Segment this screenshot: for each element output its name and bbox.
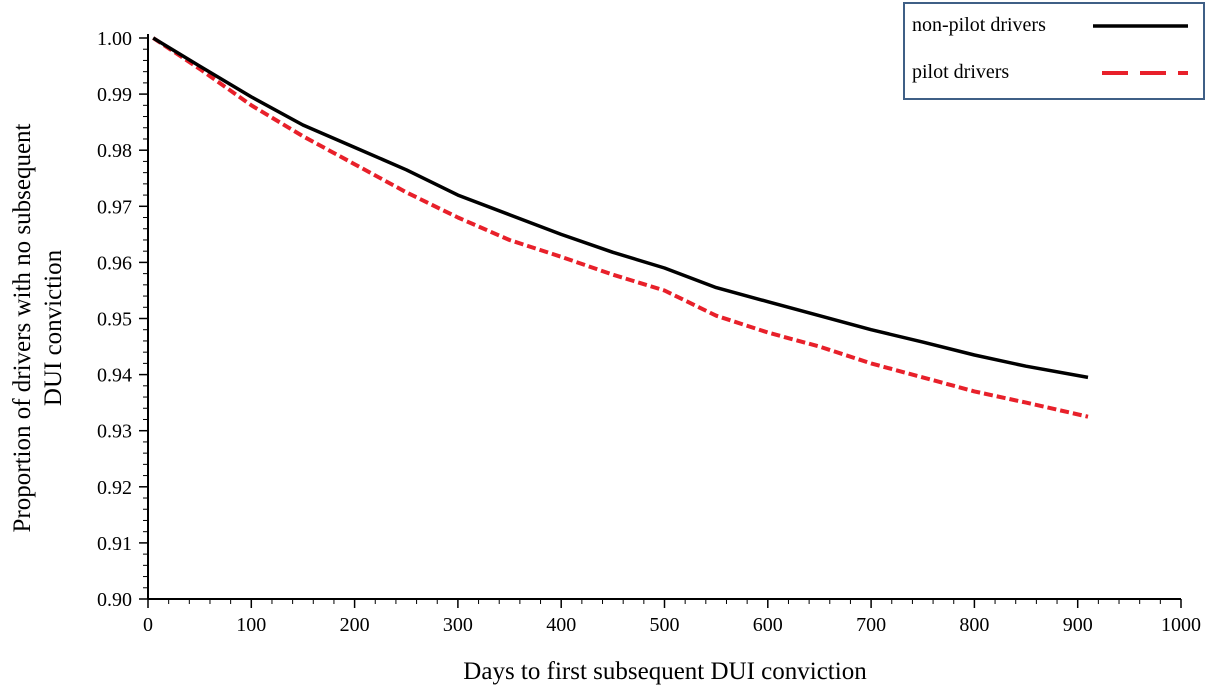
legend-label-non-pilot: non-pilot drivers: [912, 14, 1046, 36]
legend: non-pilot drivers pilot drivers: [903, 2, 1205, 100]
y-tick-label: 0.95: [97, 309, 132, 331]
y-axis-title-line-2: DUI conviction: [40, 249, 67, 406]
legend-box: [903, 2, 1205, 100]
y-tick-label: 0.99: [97, 84, 132, 106]
ticks: [139, 37, 1182, 608]
tick-labels: 0 100 200 300 400 500 600 700 800 900 1000 0.90 0.91…: [97, 28, 1201, 636]
x-tick-label: 200: [340, 614, 370, 636]
series-lines: [152, 36, 1089, 419]
legend-label-pilot: pilot drivers: [912, 61, 1009, 83]
y-tick-label: 0.92: [97, 477, 132, 499]
axes: [147, 34, 1181, 600]
y-tick-label: 0.94: [97, 365, 132, 387]
x-tick-label: 800: [959, 614, 989, 636]
y-tick-label: 0.97: [97, 196, 132, 218]
x-tick-label: 1000: [1161, 614, 1201, 636]
x-tick-label: 500: [650, 614, 680, 636]
y-tick-label: 0.98: [97, 140, 132, 162]
y-axis-title: Proportion of drivers with no subsequent…: [9, 123, 67, 532]
x-axis-title: Days to first subsequent DUI conviction: [463, 658, 867, 685]
x-tick-label: 900: [1063, 614, 1093, 636]
y-tick-label: 0.96: [97, 252, 132, 274]
y-tick-label: 0.93: [97, 421, 132, 443]
x-tick-label: 400: [546, 614, 576, 636]
x-tick-label: 0: [143, 614, 153, 636]
y-axis-title-line-1: Proportion of drivers with no subsequent: [9, 123, 36, 532]
x-tick-label: 300: [443, 614, 473, 636]
x-tick-label: 600: [753, 614, 783, 636]
y-tick-label: 1.00: [97, 28, 132, 50]
y-tick-label: 0.91: [97, 533, 132, 555]
series-line-pilot-drivers: [152, 36, 1089, 419]
series-line-non-pilot-drivers: [152, 36, 1089, 380]
x-tick-label: 700: [856, 614, 886, 636]
y-tick-label: 0.90: [97, 589, 132, 611]
x-tick-label: 100: [236, 614, 266, 636]
